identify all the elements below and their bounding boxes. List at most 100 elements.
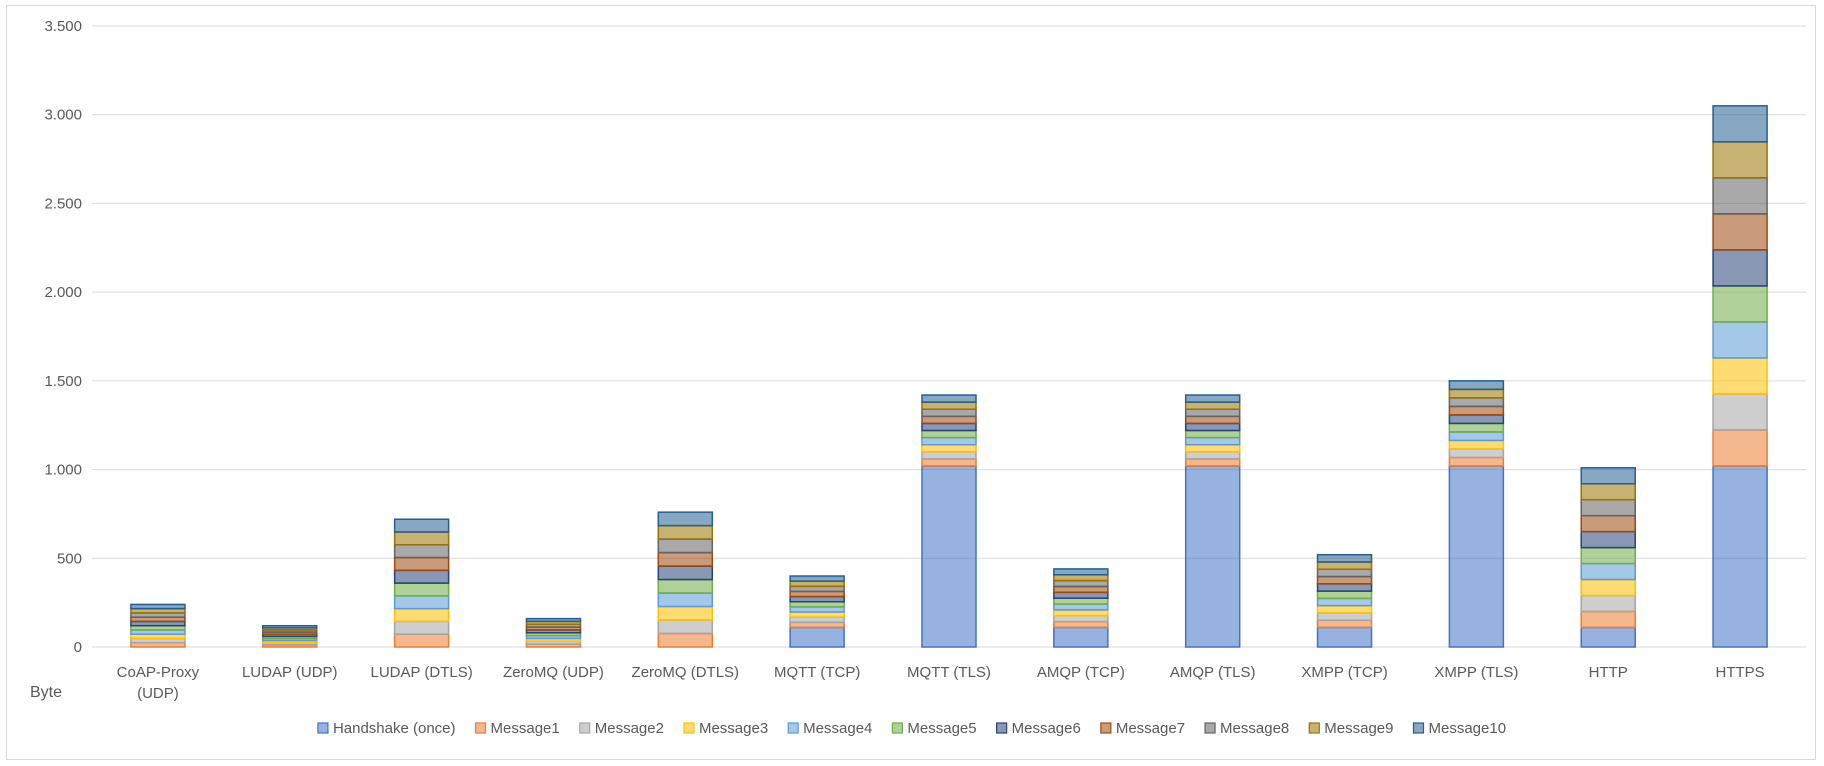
- legend-label: Message4: [803, 720, 872, 737]
- bar-segment: [393, 531, 450, 546]
- bar-segment: [657, 538, 714, 554]
- bar-segment: [921, 394, 977, 403]
- bar-segment: [393, 556, 450, 572]
- bar-segment: [657, 632, 714, 648]
- legend-swatch: [996, 722, 1008, 734]
- bar-segment: [657, 592, 714, 608]
- y-axis-ticks: 0 500 1.000 1.500 2.000 2.500 3.000 3.500: [44, 18, 82, 656]
- bar-segment: [1053, 626, 1109, 648]
- bar-segment: [657, 578, 714, 594]
- legend-label: Message7: [1116, 720, 1185, 737]
- bar-segment: [657, 619, 714, 635]
- bar-segment: [393, 607, 450, 623]
- bar-segment: [1053, 591, 1109, 599]
- bar-segment: [1184, 451, 1241, 460]
- bar-segment: [1316, 626, 1373, 648]
- bar-segment: [1184, 436, 1241, 446]
- bar-segment: [1316, 612, 1373, 621]
- legend-label: Message5: [907, 720, 976, 737]
- bar-segment: [1316, 619, 1373, 629]
- bar-segment: [1712, 393, 1768, 431]
- bar-segment: [1580, 530, 1636, 549]
- bar-segment: [789, 595, 845, 603]
- x-tick-label: MQTT (TCP): [774, 664, 860, 681]
- legend-label: Message6: [1012, 720, 1081, 737]
- bar-segment: [789, 626, 845, 648]
- bar-segment: [789, 601, 845, 608]
- bar-segment: [1448, 414, 1505, 425]
- bar-segment: [1448, 388, 1505, 399]
- bar-segment: [789, 616, 845, 624]
- bar-segment: [1448, 456, 1505, 467]
- bar-segment: [393, 620, 450, 635]
- bar-segment: [1316, 590, 1373, 600]
- legend-label: Message9: [1324, 720, 1393, 737]
- y-tick-label: 2.500: [44, 195, 82, 212]
- legend-label: Handshake (once): [333, 720, 456, 737]
- bar-segment: [921, 401, 977, 410]
- x-tick-label: HTTPS: [1715, 664, 1764, 681]
- bar-segment: [1316, 604, 1373, 614]
- bar-segment: [921, 443, 977, 453]
- bar-segment: [1053, 568, 1109, 576]
- bar-segment: [1053, 609, 1109, 617]
- y-tick-label: 3.500: [44, 18, 82, 35]
- bar-segment: [1053, 620, 1109, 629]
- y-tick-label: 500: [57, 550, 82, 567]
- bar-segment: [1580, 514, 1636, 533]
- x-tick-label: AMQP (TLS): [1170, 664, 1256, 681]
- bar-segment: [1712, 105, 1768, 143]
- bar-segment: [1712, 213, 1768, 251]
- legend-swatch: [317, 722, 329, 734]
- bar-segment: [1580, 626, 1636, 648]
- y-tick-label: 1.000: [44, 462, 82, 479]
- bar-segment: [1053, 579, 1109, 588]
- bar-segment: [1184, 458, 1241, 467]
- bar-segment: [1580, 562, 1636, 581]
- bar-segment: [1184, 415, 1241, 425]
- bar-segment: [1448, 405, 1505, 416]
- bar-segment: [1053, 603, 1109, 611]
- bar-segment: [921, 408, 977, 418]
- bar-segment: [1184, 401, 1241, 410]
- bar-segment: [657, 524, 714, 540]
- legend-swatch: [1308, 722, 1320, 734]
- bar-segment: [1053, 574, 1109, 582]
- bar-segment: [1053, 597, 1109, 605]
- bar-segment: [393, 518, 450, 533]
- bar-segment: [789, 590, 845, 598]
- y-tick-label: 1.500: [44, 373, 82, 390]
- bar-segment: [525, 617, 582, 623]
- bar-segment: [130, 603, 186, 610]
- legend-swatch: [1412, 722, 1425, 734]
- y-unit-label: Byte: [30, 684, 62, 701]
- bar-segment: [1316, 597, 1373, 607]
- legend-swatch: [891, 722, 903, 734]
- y-tick-label: 0: [74, 639, 82, 656]
- bar-segment: [1448, 448, 1505, 459]
- legend-swatch: [787, 722, 799, 734]
- bar-segment: [921, 415, 977, 425]
- bar-segment: [1712, 177, 1768, 215]
- x-tick-label: XMPP (TCP): [1301, 664, 1387, 681]
- bar-segment: [1712, 429, 1768, 467]
- legend-swatch: [1100, 722, 1112, 734]
- legend-label: Message3: [699, 720, 768, 737]
- x-tick-label: ZeroMQ (UDP): [503, 664, 604, 681]
- bar-segment: [921, 422, 977, 432]
- chart-frame: [6, 5, 1816, 760]
- x-tick-label: LUDAP (DTLS): [370, 664, 472, 681]
- legend-swatch: [1204, 722, 1216, 734]
- bar-segment: [393, 633, 450, 648]
- gridlines: [92, 25, 1806, 648]
- legend-swatch: [683, 722, 695, 734]
- bar-segment: [1316, 561, 1373, 571]
- bar-segment: [789, 580, 845, 588]
- bar-segment: [921, 429, 977, 439]
- x-tick-label: LUDAP (UDP): [242, 664, 338, 681]
- x-tick-label: AMQP (TCP): [1037, 664, 1125, 681]
- bar-segment: [921, 458, 977, 467]
- x-tick-label: XMPP (TLS): [1434, 664, 1518, 681]
- bar-segment: [657, 605, 714, 621]
